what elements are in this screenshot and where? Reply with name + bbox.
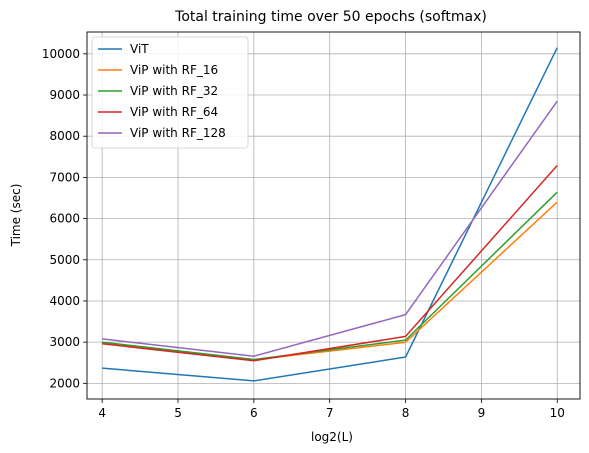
y-tick-label: 5000 [49, 253, 80, 267]
series-line-3 [102, 165, 558, 362]
series-lines [102, 47, 558, 382]
y-tick-label: 7000 [49, 170, 80, 184]
legend-entry-1: ViP with RF_16 [130, 63, 218, 77]
y-tick-label: 3000 [49, 335, 80, 349]
y-axis-label: Time (sec) [9, 184, 23, 248]
x-tick-label: 4 [98, 406, 106, 420]
series-line-4 [102, 100, 558, 357]
y-tick-label: 8000 [49, 129, 80, 143]
y-tick-label: 2000 [49, 376, 80, 390]
series-line-0 [102, 47, 558, 382]
y-tick-label: 9000 [49, 88, 80, 102]
x-tick-label: 10 [550, 406, 565, 420]
x-axis-label: log2(L) [311, 430, 353, 444]
legend: ViT ViP with RF_16 ViP with RF_32 ViP with … [91, 36, 249, 149]
x-tick-label: 5 [174, 406, 182, 420]
x-tick-label: 9 [478, 406, 486, 420]
x-tick-label: 7 [326, 406, 334, 420]
y-tick-label: 10000 [42, 47, 80, 61]
y-tick-label: 6000 [49, 212, 80, 226]
series-line-2 [102, 191, 558, 361]
chart-title: Total training time over 50 epochs (soft… [174, 9, 487, 25]
legend-entry-4: ViP with RF_128 [130, 126, 226, 140]
legend-box [91, 36, 249, 149]
y-tick-label: 4000 [49, 294, 80, 308]
legend-entry-0: ViT [130, 42, 149, 56]
axis-ticks: 4 5 6 7 8 9 10 2000 3000 4000 5000 6000 7000 8000 9000… [42, 47, 565, 420]
x-tick-label: 6 [250, 406, 258, 420]
plot-frame [86, 31, 581, 400]
legend-entry-2: ViP with RF_32 [130, 84, 218, 98]
grid [87, 32, 580, 399]
legend-entry-3: ViP with RF_64 [130, 105, 218, 119]
x-tick-label: 8 [402, 406, 410, 420]
